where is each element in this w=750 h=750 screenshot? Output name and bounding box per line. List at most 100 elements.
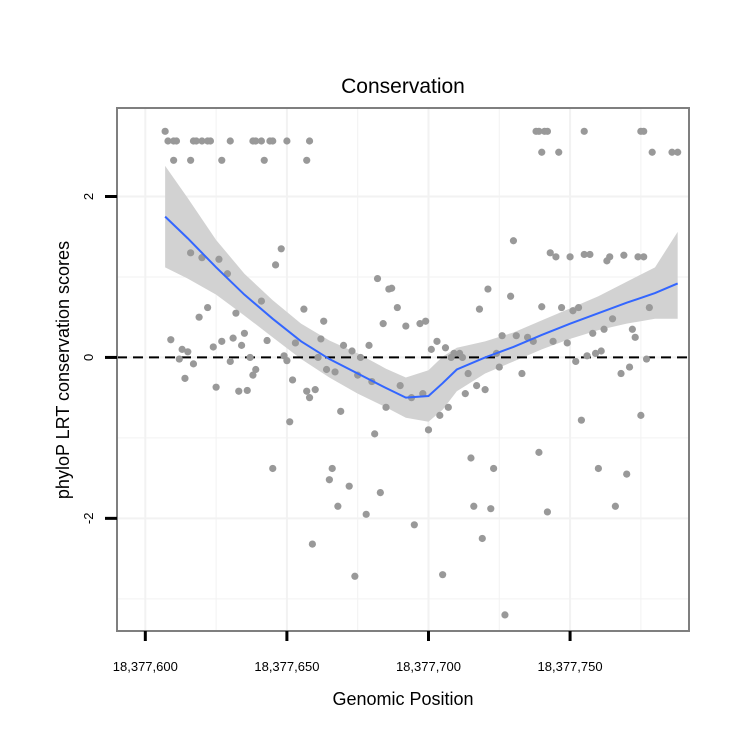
data-point	[161, 127, 169, 135]
data-point	[580, 127, 588, 135]
data-point	[637, 411, 645, 419]
data-point	[535, 127, 543, 135]
data-point	[557, 303, 566, 312]
data-point	[260, 156, 268, 164]
data-point	[305, 394, 314, 402]
data-point	[617, 369, 625, 378]
data-point	[351, 572, 359, 580]
data-point	[495, 363, 503, 371]
data-point	[631, 333, 639, 341]
data-point	[345, 482, 353, 490]
data-point	[473, 381, 481, 390]
data-point	[198, 137, 206, 145]
data-point	[396, 381, 404, 390]
data-point	[322, 365, 331, 374]
data-point	[164, 137, 172, 145]
data-point	[371, 430, 379, 438]
data-point	[300, 305, 308, 313]
data-point	[427, 345, 435, 353]
data-point	[577, 416, 585, 424]
data-point	[640, 253, 648, 261]
data-point	[314, 353, 322, 362]
data-point	[402, 322, 410, 330]
data-point	[204, 303, 212, 312]
data-point	[229, 334, 237, 342]
data-point	[325, 476, 333, 484]
data-point	[291, 339, 299, 347]
data-point	[252, 137, 260, 145]
x-tick-label: 18,377,650	[254, 659, 319, 674]
data-point	[484, 285, 492, 293]
data-point	[184, 348, 192, 356]
data-point	[512, 332, 520, 340]
data-point	[594, 464, 602, 473]
data-point	[501, 611, 509, 619]
data-point	[424, 426, 433, 434]
data-point	[246, 353, 254, 362]
data-point	[444, 403, 452, 411]
data-point	[218, 156, 226, 164]
data-point	[189, 360, 198, 368]
data-point	[257, 297, 266, 305]
data-point	[464, 369, 472, 378]
data-point	[263, 336, 271, 345]
data-point	[518, 369, 526, 378]
data-point	[566, 253, 574, 261]
data-point	[569, 307, 577, 315]
data-point	[467, 454, 475, 462]
data-point	[226, 357, 234, 366]
data-point	[552, 253, 560, 261]
data-point	[478, 534, 486, 543]
data-point	[555, 148, 563, 156]
y-axis-title: phyloP LRT conservation scores	[53, 241, 73, 499]
data-point	[597, 347, 605, 355]
data-point	[543, 127, 552, 135]
data-point	[337, 407, 345, 415]
data-point	[382, 403, 390, 411]
data-point	[470, 502, 478, 510]
data-point	[538, 148, 546, 156]
data-point	[269, 137, 277, 145]
data-point	[439, 571, 447, 579]
data-point	[546, 249, 554, 257]
panel-border	[116, 107, 690, 632]
data-point	[388, 284, 396, 292]
data-point	[303, 156, 311, 164]
data-point	[436, 411, 444, 419]
data-point	[305, 137, 314, 145]
data-point	[277, 245, 285, 253]
data-point	[645, 303, 653, 312]
axes-layer: 18,377,600 18,377,650 18,377,700 18,377,750…	[81, 193, 603, 674]
data-point	[218, 337, 226, 345]
data-point	[362, 510, 370, 518]
data-point	[235, 387, 243, 395]
data-point	[308, 540, 316, 548]
data-point	[283, 137, 291, 145]
data-point	[249, 371, 257, 379]
data-point	[175, 355, 183, 363]
x-tick-label: 18,377,700	[396, 659, 461, 674]
y-tick-label: 2	[81, 193, 96, 200]
data-point	[461, 390, 469, 398]
data-point	[331, 368, 339, 376]
data-point	[215, 255, 223, 263]
data-point	[535, 448, 543, 456]
data-point	[320, 317, 328, 325]
data-point	[288, 376, 297, 384]
data-point	[410, 521, 418, 529]
data-point	[634, 253, 642, 261]
data-point	[167, 336, 175, 344]
data-point	[487, 505, 495, 513]
chart-title: Conservation	[341, 75, 465, 98]
data-point	[640, 127, 648, 135]
data-point	[317, 335, 325, 343]
data-point	[243, 386, 251, 395]
data-point	[181, 374, 189, 382]
data-point	[252, 365, 260, 374]
data-point	[209, 343, 217, 351]
data-point	[608, 315, 617, 323]
data-point	[668, 148, 676, 156]
data-point	[283, 357, 291, 365]
data-point	[178, 345, 186, 353]
data-point	[628, 325, 636, 333]
